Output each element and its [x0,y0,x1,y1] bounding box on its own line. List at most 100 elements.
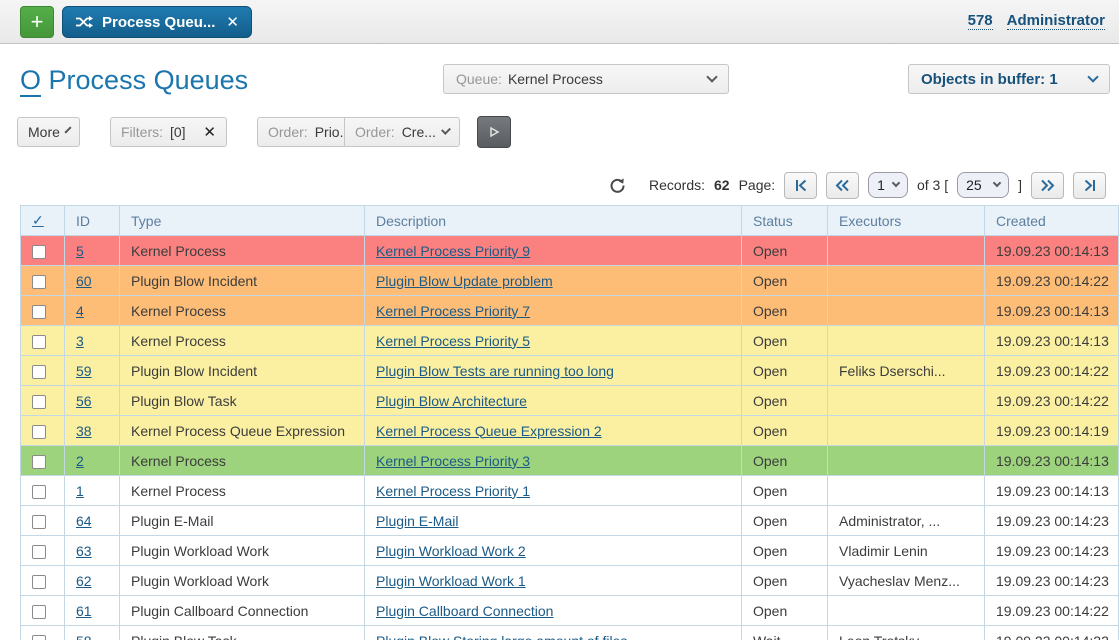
row-id-link[interactable]: 5 [76,242,84,259]
row-checkbox[interactable] [32,544,46,559]
row-description-link[interactable]: Kernel Process Priority 3 [376,452,531,469]
objects-in-buffer-select[interactable]: Objects in buffer: 1 [908,64,1110,94]
row-description-link[interactable]: Plugin Workload Work 1 [376,572,526,589]
chevron-down-icon [440,125,451,135]
row-checkbox[interactable] [32,514,46,529]
row-id-link[interactable]: 56 [76,392,92,409]
row-checkbox[interactable] [32,574,46,589]
row-type: Kernel Process Queue Expression [119,415,365,446]
row-checkbox[interactable] [32,484,46,499]
row-executors [827,265,985,296]
chevron-down-icon [992,178,1002,188]
row-checkbox[interactable] [32,274,46,289]
first-page-button[interactable] [784,171,818,199]
row-checkbox[interactable] [32,634,46,640]
user-name-link[interactable]: Administrator [1006,12,1105,30]
queue-select-value: Kernel Process [507,71,603,87]
clear-filters-icon[interactable]: ✕ [203,124,216,141]
run-button[interactable] [477,116,511,148]
queue-select[interactable]: Queue: Kernel Process [443,64,729,94]
table-row: 38 Kernel Process Queue Expression Kerne… [20,415,1119,446]
column-header-id[interactable]: ID [64,205,120,236]
row-description-link[interactable]: Plugin Blow Architecture [376,392,527,409]
queue-select-label: Queue: [456,71,502,87]
filters-label: Filters: [121,124,163,140]
last-page-button[interactable] [1073,171,1106,199]
row-created: 19.09.23 00:14:13 [984,445,1119,476]
order-created-select[interactable]: Order: Cre... [344,117,460,147]
column-header-description[interactable]: Description [364,205,742,236]
row-status: Wait [741,625,828,640]
row-description-link[interactable]: Kernel Process Priority 5 [376,332,531,349]
prev-page-button[interactable] [826,171,860,199]
order-priority-value: Prio... [314,124,352,140]
row-id-link[interactable]: 38 [76,422,92,439]
toolbar: More Filters: [0] ✕ Order: Prio... Order… [0,115,1119,165]
tab-process-queues[interactable]: Process Queu... ✕ [62,6,252,38]
row-id-link[interactable]: 59 [76,362,92,379]
row-type: Plugin E-Mail [119,505,365,536]
row-status: Open [741,385,828,416]
row-checkbox[interactable] [32,334,46,349]
row-type: Kernel Process [119,235,365,266]
row-type: Plugin Workload Work [119,565,365,596]
row-executors: Vyacheslav Menz... [827,565,985,596]
row-executors: Vladimir Lenin [827,535,985,566]
column-header-status[interactable]: Status [741,205,828,236]
row-created: 19.09.23 00:14:13 [984,325,1119,356]
order-priority-select[interactable]: Order: Prio... [257,117,363,147]
page-select[interactable]: 1 [868,172,908,198]
more-menu-button[interactable]: More [17,117,80,147]
row-description-link[interactable]: Plugin E-Mail [376,512,459,529]
row-id-link[interactable]: 63 [76,542,92,559]
table-header-row: ✓ ID Type Description Status Executors C… [20,205,1119,236]
table-row: 3 Kernel Process Kernel Process Priority… [20,325,1119,356]
row-id-link[interactable]: 3 [76,332,84,349]
add-tab-button[interactable]: + [20,6,54,38]
column-header-created[interactable]: Created [984,205,1119,236]
row-description-link[interactable]: Plugin Blow Tests are running too long [376,362,614,379]
row-description-link[interactable]: Plugin Blow Update problem [376,272,553,289]
row-checkbox[interactable] [32,454,46,469]
row-description-link[interactable]: Plugin Workload Work 2 [376,542,526,559]
row-description-link[interactable]: Kernel Process Priority 7 [376,302,531,319]
chevron-down-icon [1087,71,1099,83]
column-header-type[interactable]: Type [119,205,365,236]
row-checkbox[interactable] [32,244,46,259]
table-row: 5 Kernel Process Kernel Process Priority… [20,235,1119,266]
object-type-icon[interactable]: O [20,65,42,97]
row-description-link[interactable]: Kernel Process Priority 9 [376,242,531,259]
row-checkbox[interactable] [32,394,46,409]
row-checkbox[interactable] [32,604,46,619]
row-id-link[interactable]: 2 [76,452,84,469]
column-header-executors[interactable]: Executors [827,205,985,236]
row-id-link[interactable]: 60 [76,272,92,289]
row-description-link[interactable]: Kernel Process Queue Expression 2 [376,422,602,439]
next-page-button[interactable] [1031,171,1064,199]
row-created: 19.09.23 00:14:23 [984,565,1119,596]
row-description-link[interactable]: Plugin Callboard Connection [376,602,554,619]
row-executors [827,415,985,446]
chevron-down-icon [64,126,72,134]
row-checkbox[interactable] [32,364,46,379]
row-id-link[interactable]: 58 [76,633,92,640]
row-id-link[interactable]: 1 [76,482,84,499]
filters-button[interactable]: Filters: [0] ✕ [110,117,227,147]
row-id-link[interactable]: 4 [76,302,84,319]
row-id-link[interactable]: 62 [76,572,92,589]
row-id-link[interactable]: 61 [76,602,92,619]
page-size-select[interactable]: 25 [957,172,1010,198]
row-type: Plugin Blow Incident [119,355,365,386]
user-id-link[interactable]: 578 [967,12,993,30]
refresh-icon[interactable] [609,177,626,194]
row-description-link[interactable]: Kernel Process Priority 1 [376,482,531,499]
row-description-link[interactable]: Plugin Blow Storing large amount of file… [376,633,627,640]
row-id-link[interactable]: 64 [76,512,92,529]
order-label: Order: [355,124,395,140]
row-checkbox[interactable] [32,304,46,319]
row-checkbox[interactable] [32,424,46,439]
table-row: 62 Plugin Workload Work Plugin Workload … [20,565,1119,596]
select-all-link[interactable]: ✓ [32,212,44,228]
order-label: Order: [268,124,308,140]
close-icon[interactable]: ✕ [226,14,239,31]
